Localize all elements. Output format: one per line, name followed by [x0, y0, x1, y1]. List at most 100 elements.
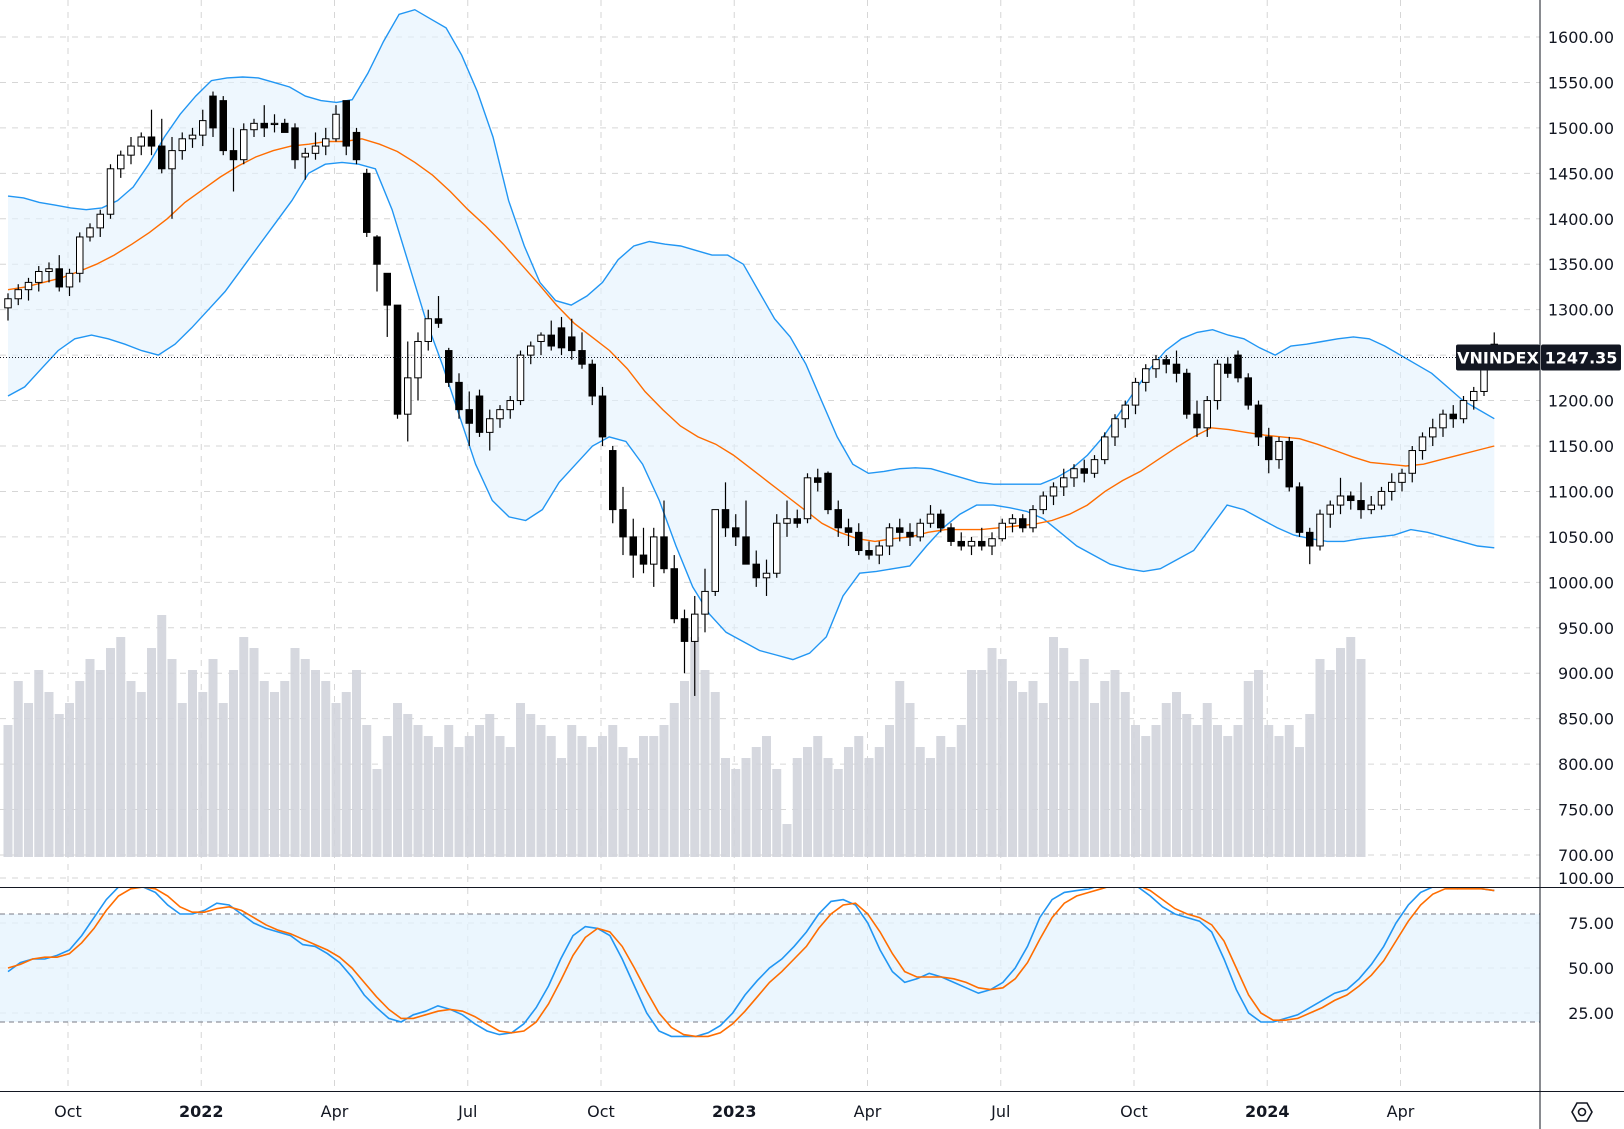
candle-up: [250, 122, 258, 131]
price-axis[interactable]: 1600.00 1550.00 1500.00 1450.00 1400.00 1350.…: [1548, 28, 1614, 865]
volume-bar: [1325, 670, 1335, 857]
candle-up: [1131, 381, 1140, 406]
volume-bar: [854, 736, 864, 857]
candle-up: [496, 409, 504, 420]
volume-bar: [372, 769, 382, 857]
time-tick-label: 2023: [712, 1102, 757, 1121]
volume-bar: [700, 670, 710, 857]
volume-bar: [587, 747, 597, 857]
volume-bar: [987, 648, 997, 857]
volume-bar: [454, 747, 464, 857]
volume-bar: [44, 692, 54, 857]
volume-bar: [485, 714, 495, 857]
candle-up: [988, 538, 996, 547]
candle-down: [598, 395, 607, 438]
volume-bar: [188, 670, 197, 857]
candle-up: [1090, 459, 1099, 474]
candlesticks: [4, 91, 1498, 696]
volume-bar: [249, 648, 259, 857]
candle-up: [127, 145, 135, 156]
candle-down: [547, 334, 555, 347]
volume-bar: [608, 725, 618, 857]
time-tick-label: 2024: [1245, 1102, 1290, 1121]
volume-bar: [157, 615, 167, 857]
candle-down: [957, 540, 965, 547]
price-tick-label: 850.00: [1558, 710, 1614, 729]
price-tick-label: 1550.00: [1548, 73, 1614, 92]
volume-bar: [1233, 725, 1243, 857]
candle-up: [1039, 495, 1047, 511]
candle-up: [1439, 413, 1447, 429]
volume-bar: [1049, 637, 1058, 857]
time-axis[interactable]: Oct 2022 Apr Jul Oct 2023 Apr Jul Oct 2024 Apr: [54, 1102, 1415, 1121]
candle-up: [270, 122, 279, 126]
candle-up: [875, 545, 883, 556]
candle-up: [424, 318, 432, 342]
price-tick-label: 1350.00: [1548, 255, 1614, 274]
volume-bar: [1151, 725, 1161, 857]
volume-bar: [1274, 736, 1284, 857]
candle-down: [475, 395, 484, 433]
candle-down: [383, 272, 391, 306]
candle-up: [916, 522, 924, 538]
price-tick-label: 1400.00: [1548, 210, 1614, 229]
candle-up: [4, 298, 12, 309]
candle-down: [619, 509, 627, 538]
candle-up: [240, 129, 248, 161]
candle-up: [506, 400, 514, 411]
candle-up: [178, 138, 186, 152]
candle-down: [629, 536, 637, 556]
price-tick-label: 800.00: [1558, 755, 1614, 774]
candle-down: [557, 327, 566, 349]
candle-down: [363, 172, 371, 233]
candle-up: [137, 136, 145, 147]
volume-bar: [3, 725, 13, 857]
volume-bar: [967, 670, 976, 857]
settings-button[interactable]: [1571, 1102, 1593, 1122]
candle-down: [1080, 468, 1088, 474]
time-tick-label: 2022: [179, 1102, 224, 1121]
candle-up: [1470, 390, 1478, 402]
price-tick-label: 1600.00: [1548, 28, 1614, 47]
candle-up: [926, 513, 935, 524]
candle-up: [1429, 427, 1437, 438]
candle-down: [1234, 354, 1242, 379]
volume-bar: [792, 758, 802, 857]
candle-down: [393, 304, 402, 415]
volume-bar: [1264, 725, 1274, 857]
candle-up: [1408, 450, 1416, 474]
volume-bar: [1182, 714, 1192, 857]
volume-bar: [229, 670, 238, 857]
candle-down: [896, 527, 904, 533]
candle-up: [322, 138, 330, 147]
volume-bar: [54, 714, 64, 857]
candle-down: [219, 100, 227, 152]
volume-bar: [1141, 736, 1151, 857]
time-tick-label: Apr: [321, 1102, 349, 1121]
price-tick-label: 950.00: [1558, 619, 1614, 638]
volume-bar: [475, 725, 484, 857]
volume-bar: [434, 747, 443, 857]
candle-up: [1388, 481, 1396, 492]
symbol-tag: VNINDEX: [1457, 349, 1539, 368]
candle-down: [209, 95, 217, 129]
candle-down: [793, 518, 801, 524]
time-tick-label: Apr: [1387, 1102, 1415, 1121]
volume-bar: [772, 769, 782, 857]
candle-down: [568, 336, 576, 352]
volume-bar: [741, 758, 751, 857]
price-tick-label: 1300.00: [1548, 301, 1614, 320]
candle-down: [1357, 500, 1365, 511]
volume-bar: [1131, 725, 1140, 857]
candle-down: [1254, 404, 1263, 438]
volume-bar: [393, 703, 402, 857]
volume-bar: [823, 758, 833, 857]
volume-bar: [444, 725, 454, 857]
volume-bar: [526, 714, 536, 857]
volume-bar: [85, 659, 95, 857]
oscillator-axis[interactable]: 100.00 75.00 50.00 25.00: [1558, 869, 1614, 1023]
volume-bar: [259, 681, 269, 857]
candle-up: [1142, 368, 1150, 383]
candle-up: [1336, 495, 1345, 506]
